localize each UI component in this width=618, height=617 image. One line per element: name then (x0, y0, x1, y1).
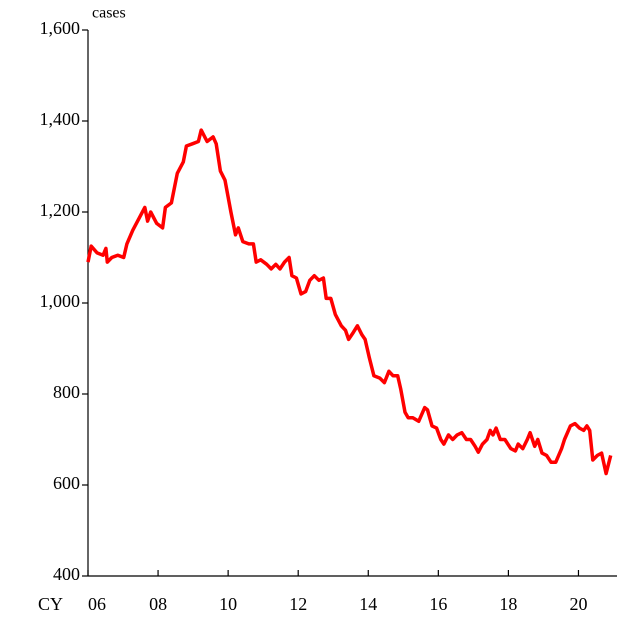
x-tick-label: 08 (149, 594, 167, 614)
y-tick-label: 400 (53, 564, 80, 584)
x-tick-label: 12 (289, 594, 307, 614)
x-tick-label: 06 (88, 594, 106, 614)
y-tick-label: 1,600 (40, 18, 81, 38)
x-axis-prefix: CY (38, 594, 63, 614)
x-tick-label: 20 (569, 594, 587, 614)
x-tick-label: 16 (429, 594, 447, 614)
y-axis-unit: cases (92, 5, 126, 22)
y-tick-label: 600 (53, 473, 80, 493)
x-tick-label: 18 (499, 594, 517, 614)
data-line (86, 128, 613, 476)
y-tick-label: 1,200 (40, 200, 81, 220)
x-tick-label: 14 (359, 594, 377, 614)
y-tick-label: 800 (53, 382, 80, 402)
y-tick-label: 1,400 (40, 109, 81, 129)
x-tick-label: 10 (219, 594, 237, 614)
y-tick-label: 1,000 (40, 291, 81, 311)
